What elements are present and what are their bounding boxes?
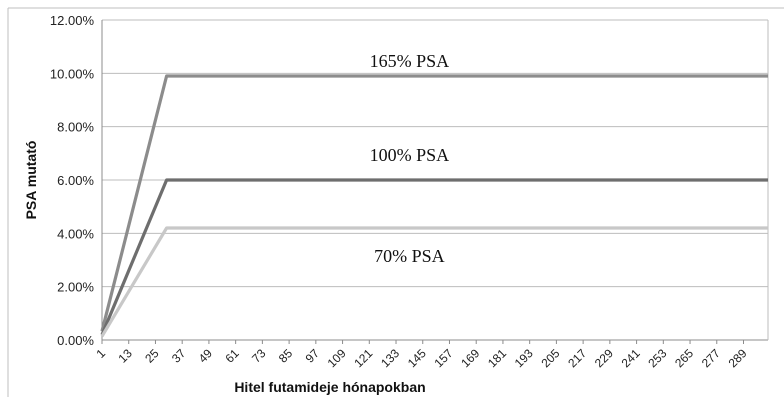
y-tick-label: 10.00% xyxy=(50,66,95,81)
x-tick-label: 25 xyxy=(142,346,162,366)
x-tick-label: 169 xyxy=(458,346,482,370)
x-tick-label: 133 xyxy=(378,346,402,370)
x-tick-label: 61 xyxy=(222,346,242,366)
x-tick-label: 13 xyxy=(116,346,136,366)
x-tick-label: 289 xyxy=(726,346,750,370)
x-tick-label: 265 xyxy=(672,346,696,370)
y-tick-label: 4.00% xyxy=(57,226,94,241)
x-axis-title: Hitel futamideje hónapokban xyxy=(234,379,425,395)
x-tick-label: 205 xyxy=(538,346,562,370)
y-tick-label: 8.00% xyxy=(57,120,94,135)
x-tick-label: 121 xyxy=(351,346,375,370)
x-tick-label: 73 xyxy=(249,346,269,366)
x-tick-label: 37 xyxy=(169,346,189,366)
x-tick-label: 241 xyxy=(619,346,643,370)
x-tick-label: 217 xyxy=(565,346,589,370)
x-tick-label: 1 xyxy=(93,346,108,361)
y-tick-label: 12.00% xyxy=(50,13,95,28)
x-tick-label: 193 xyxy=(512,346,536,370)
x-tick-label: 277 xyxy=(699,346,723,370)
x-tick-label: 85 xyxy=(276,346,296,366)
x-tick-label: 253 xyxy=(645,346,669,370)
series-line xyxy=(100,74,768,332)
y-tick-label: 6.00% xyxy=(57,173,94,188)
x-tick-label: 181 xyxy=(485,346,509,370)
x-tick-label: 145 xyxy=(405,346,429,370)
series-annotation: 70% PSA xyxy=(374,246,445,266)
y-axis-title: PSA mutató xyxy=(23,141,39,220)
series-annotation: 165% PSA xyxy=(370,51,450,71)
y-tick-label: 2.00% xyxy=(57,280,94,295)
y-tick-label: 0.00% xyxy=(57,333,94,348)
x-tick-label: 49 xyxy=(196,346,216,366)
x-tick-label: 109 xyxy=(325,346,349,370)
x-tick-label: 157 xyxy=(432,346,456,370)
x-tick-label: 229 xyxy=(592,346,616,370)
series-annotation: 100% PSA xyxy=(370,145,450,165)
series-line xyxy=(100,178,768,336)
x-tick-label: 97 xyxy=(303,346,323,366)
series-line xyxy=(100,226,768,338)
